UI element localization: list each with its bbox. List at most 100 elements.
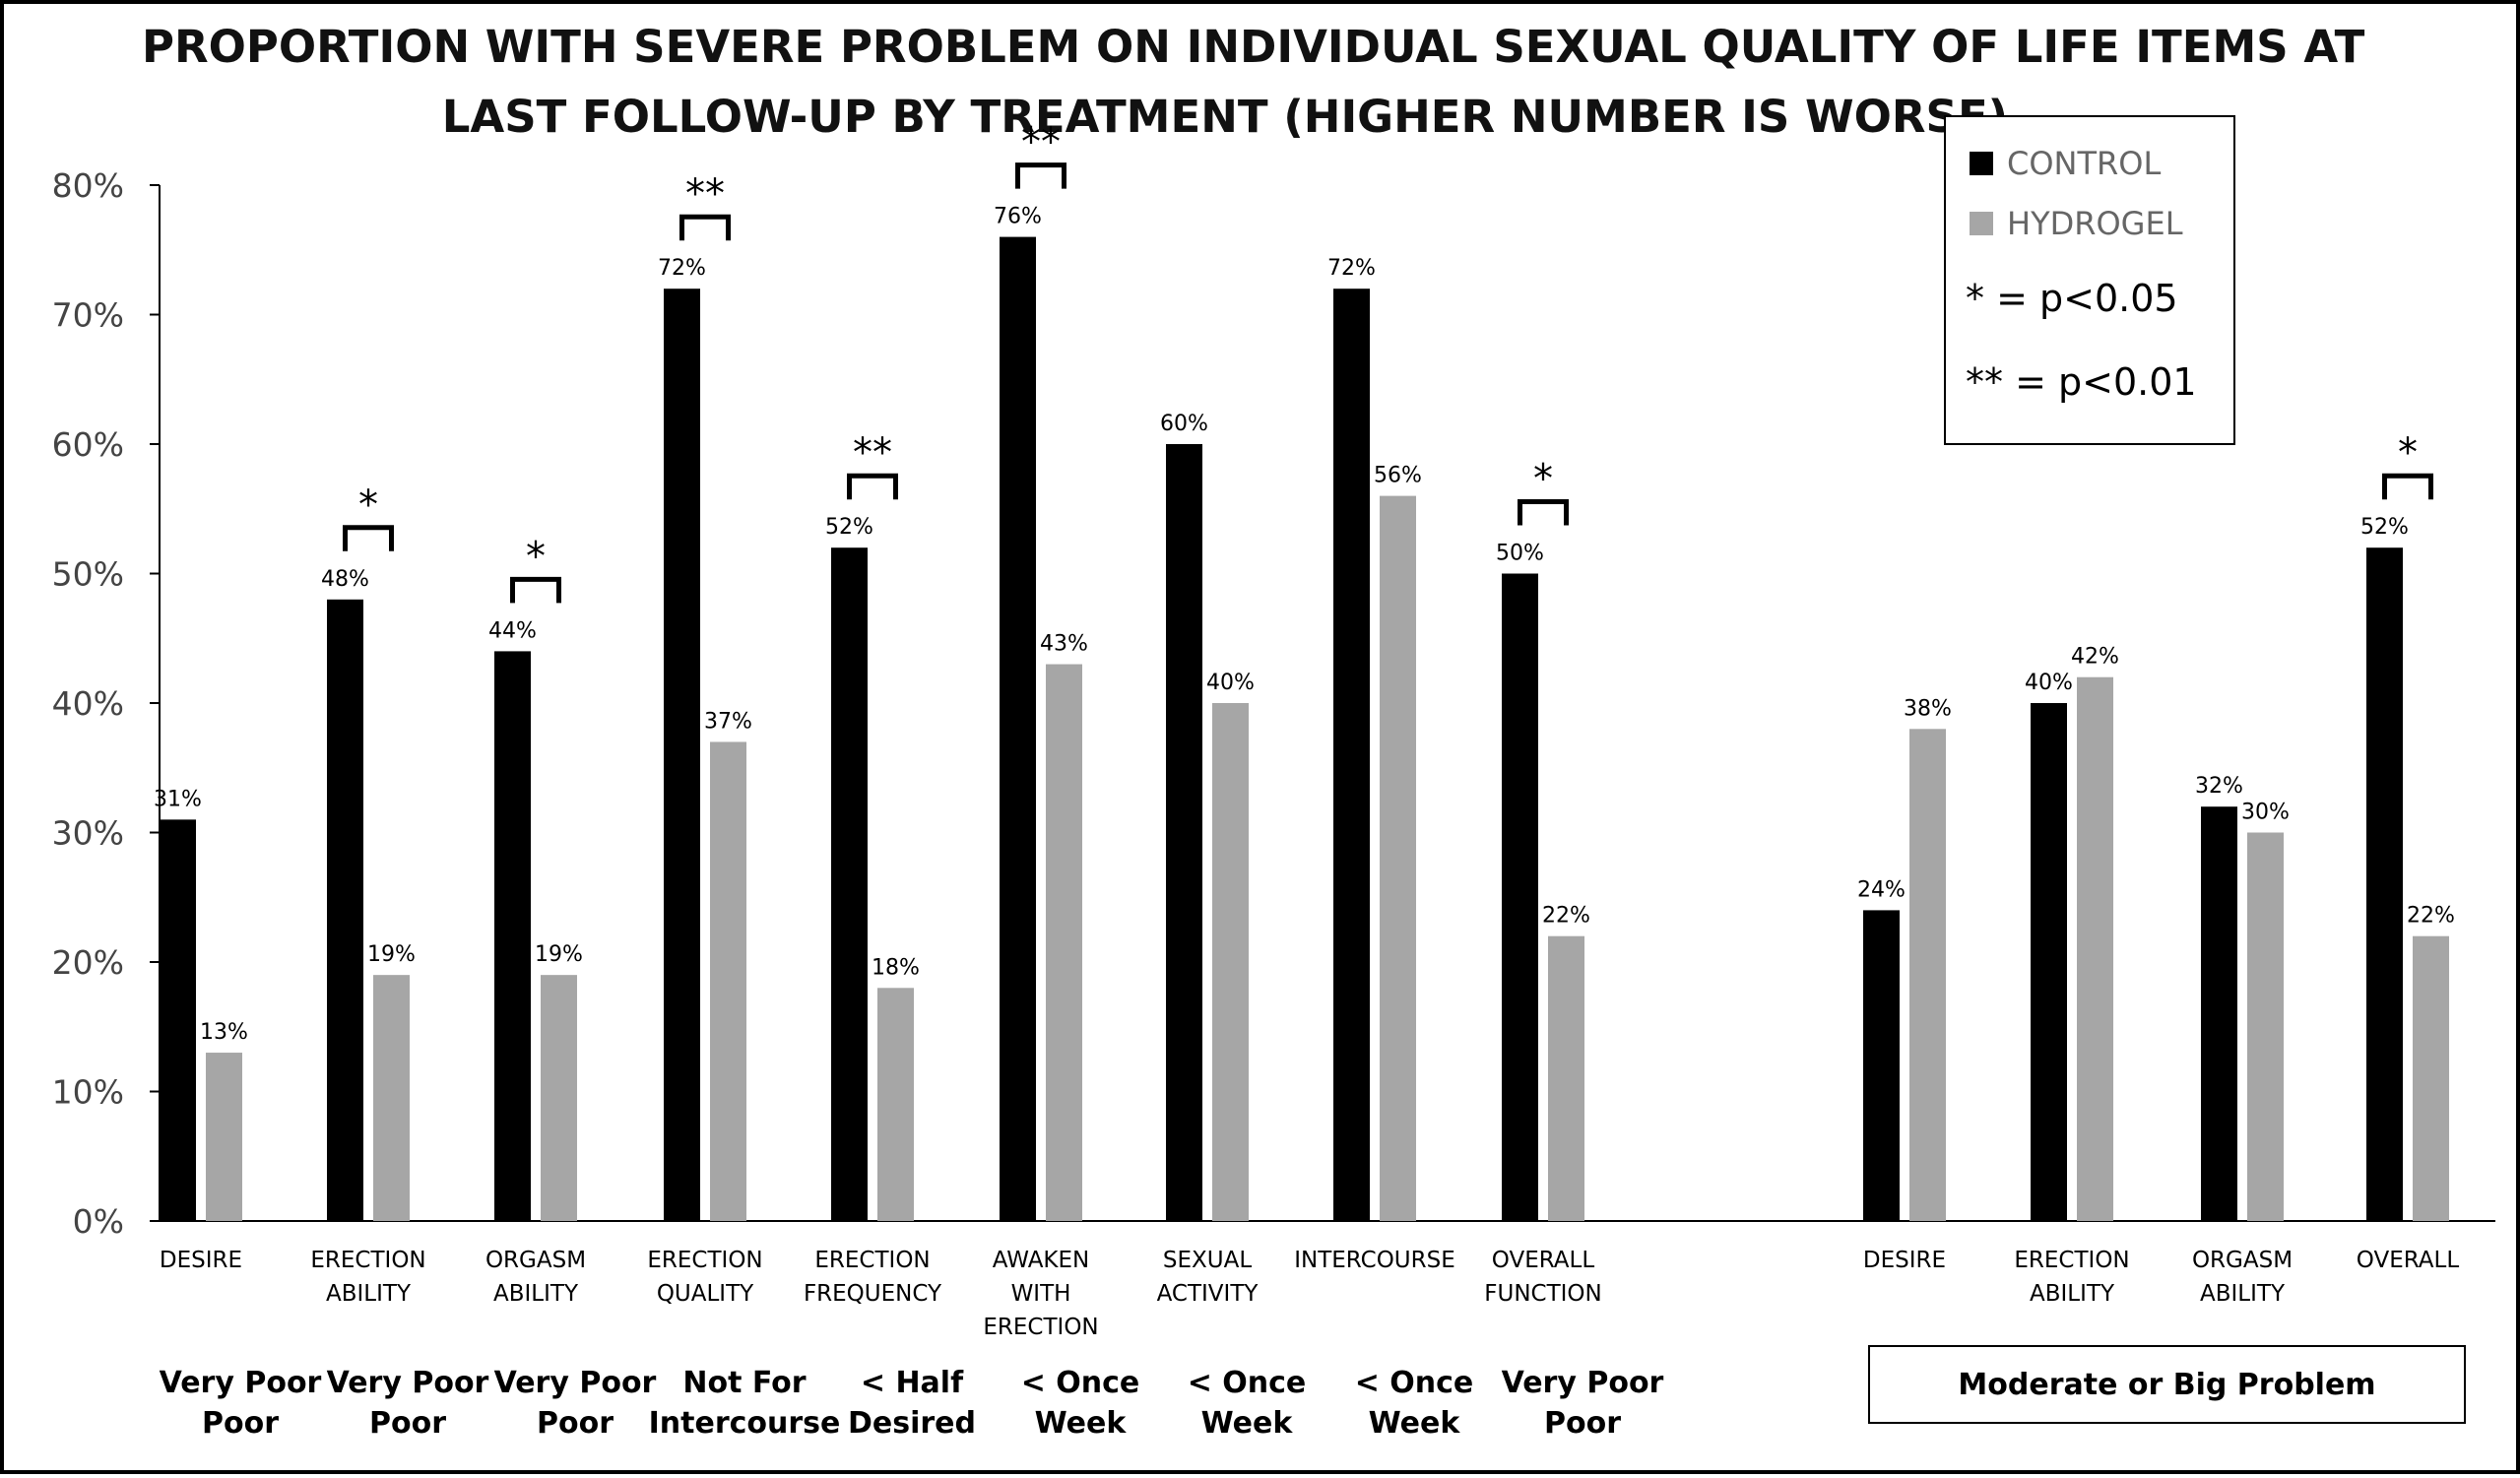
data-label-hydrogel: 18% xyxy=(872,955,920,980)
y-tick-label: 50% xyxy=(52,555,124,594)
bar-hydrogel xyxy=(373,975,410,1221)
data-label-hydrogel: 38% xyxy=(1904,696,1952,721)
y-tick-label: 0% xyxy=(73,1202,124,1241)
threshold-label: < Half Desired xyxy=(813,1363,1010,1444)
significance-marker: * xyxy=(358,482,378,528)
significance-marker: * xyxy=(2398,430,2418,476)
data-label-control: 44% xyxy=(488,618,537,643)
category-label: OVERALL xyxy=(2357,1248,2460,1273)
bar-control xyxy=(664,289,700,1221)
data-label-hydrogel: 40% xyxy=(1206,671,1255,695)
data-label-hydrogel: 42% xyxy=(2071,645,2119,670)
category-label: FREQUENCY xyxy=(804,1281,942,1307)
data-label-hydrogel: 43% xyxy=(1040,632,1088,657)
category-label: ORGASM xyxy=(2192,1248,2293,1273)
legend-label-hydrogel: HYDROGEL xyxy=(2007,205,2183,242)
bar-hydrogel xyxy=(1380,495,1416,1222)
threshold-label: Very Poor Poor xyxy=(1484,1363,1681,1444)
data-label-control: 52% xyxy=(825,515,873,540)
data-label-hydrogel: 37% xyxy=(704,709,752,734)
significance-bracket xyxy=(1518,499,1569,526)
legend-swatch-control xyxy=(1970,152,1993,175)
bar-hydrogel xyxy=(1909,729,1946,1221)
threshold-label-line: Very Poor xyxy=(326,1366,489,1400)
data-label-hydrogel: 19% xyxy=(535,942,583,967)
group-label-box: Moderate or Big Problem xyxy=(1868,1345,2466,1424)
data-label-hydrogel: 22% xyxy=(1542,904,1590,929)
threshold-label-line: < Once xyxy=(1354,1366,1474,1400)
bar-control xyxy=(2031,703,2067,1221)
threshold-label-line: Very Poor xyxy=(1501,1366,1664,1400)
category-label: WITH xyxy=(1011,1281,1071,1307)
bar-control xyxy=(2201,806,2237,1221)
data-label-control: 24% xyxy=(1857,877,1906,902)
bar-hydrogel xyxy=(710,741,746,1221)
category-label: INTERCOURSE xyxy=(1294,1248,1455,1273)
significance-bracket xyxy=(510,576,561,604)
y-tick-label: 30% xyxy=(52,814,124,853)
significance-marker: ** xyxy=(1021,120,1061,165)
y-tick-label: 60% xyxy=(52,425,124,464)
threshold-label: < Once Week xyxy=(1148,1363,1345,1444)
legend-item-control: CONTROL xyxy=(1970,145,2161,182)
data-label-control: 48% xyxy=(321,567,369,592)
bar-hydrogel xyxy=(1212,703,1249,1221)
data-label-hydrogel: 22% xyxy=(2407,904,2455,929)
category-label: OVERALL xyxy=(1492,1248,1595,1273)
threshold-label-line: < Half xyxy=(860,1366,964,1400)
legend-item-hydrogel: HYDROGEL xyxy=(1970,205,2183,242)
data-label-control: 31% xyxy=(154,787,202,811)
data-label-control: 60% xyxy=(1160,412,1208,436)
threshold-label-line: Intercourse xyxy=(648,1406,841,1441)
significance-bracket xyxy=(2382,473,2433,500)
significance-bracket xyxy=(847,473,898,500)
data-label-control: 40% xyxy=(2025,671,2073,695)
legend-note-p05: * = p<0.05 xyxy=(1966,277,2178,320)
legend: CONTROL HYDROGEL * = p<0.05 ** = p<0.01 xyxy=(1944,115,2235,445)
bar-hydrogel xyxy=(2077,676,2113,1221)
bar-control xyxy=(494,651,531,1221)
threshold-label-line: Not For xyxy=(682,1366,807,1400)
group-label: Moderate or Big Problem xyxy=(1958,1367,2376,1402)
category-label: SEXUAL xyxy=(1163,1248,1252,1273)
threshold-label-line: Poor xyxy=(1543,1406,1621,1441)
threshold-label: < Once Week xyxy=(1316,1363,1513,1444)
category-label: ERECTION xyxy=(647,1248,762,1273)
significance-marker: ** xyxy=(685,171,725,217)
legend-swatch-hydrogel xyxy=(1970,212,1993,235)
chart-plot: 0% 10% 20% 30% 40% 50% 60% 70% 80% 31% 13% DESIRE 48… xyxy=(52,120,2495,1340)
bar-hydrogel xyxy=(2247,832,2284,1221)
y-tick-label: 20% xyxy=(52,943,124,982)
bar-hydrogel xyxy=(1046,664,1082,1221)
category-label: ABILITY xyxy=(326,1281,412,1307)
bar-hydrogel xyxy=(877,988,914,1221)
bar-control xyxy=(2366,547,2403,1221)
significance-bracket xyxy=(679,214,731,241)
threshold-label-line: Poor xyxy=(368,1406,446,1441)
threshold-label-line: Poor xyxy=(201,1406,279,1441)
bar-control xyxy=(1502,573,1538,1221)
data-label-control: 32% xyxy=(2195,774,2243,799)
y-tick-label: 40% xyxy=(52,684,124,723)
data-label-control: 50% xyxy=(1496,542,1544,566)
significance-bracket xyxy=(1015,162,1066,189)
threshold-label: Very Poor Poor xyxy=(477,1363,674,1444)
threshold-label-line: Week xyxy=(1200,1406,1293,1441)
data-label-control: 52% xyxy=(2360,515,2409,540)
data-label-hydrogel: 56% xyxy=(1374,464,1422,488)
bar-hydrogel xyxy=(206,1053,242,1221)
data-label-hydrogel: 19% xyxy=(367,942,416,967)
y-tick-label: 70% xyxy=(52,296,124,335)
threshold-label: < Once Week xyxy=(982,1363,1179,1444)
threshold-label-line: Very Poor xyxy=(493,1366,657,1400)
category-label: DESIRE xyxy=(160,1248,242,1273)
category-label: FUNCTION xyxy=(1484,1281,1601,1307)
data-label-hydrogel: 13% xyxy=(200,1020,248,1045)
threshold-label-line: Week xyxy=(1368,1406,1460,1441)
y-tick-label: 80% xyxy=(52,166,124,205)
y-tick-label: 10% xyxy=(52,1073,124,1112)
threshold-label-line: Desired xyxy=(847,1406,976,1441)
threshold-label-line: Very Poor xyxy=(159,1366,322,1400)
significance-marker: ** xyxy=(853,430,892,476)
